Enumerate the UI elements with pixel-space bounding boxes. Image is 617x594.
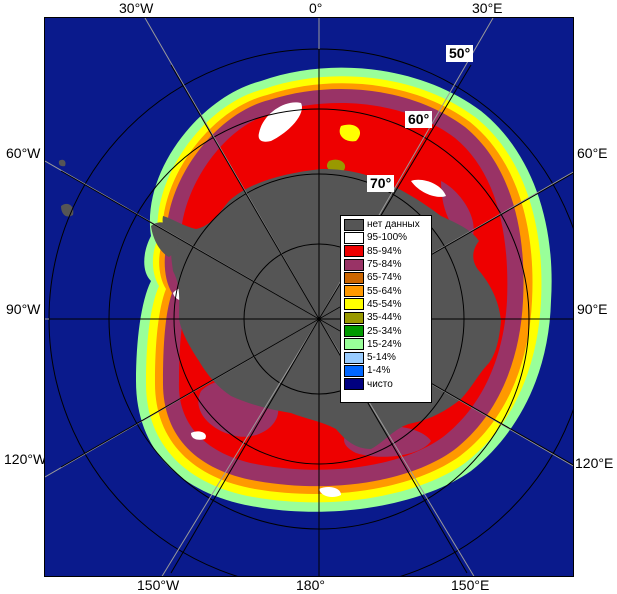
concentration-legend: нет данных 95-100% 85-94% 75-84% 65-74% 55-64… [340, 215, 432, 403]
ice-patch-95-100 [258, 102, 302, 142]
legend-swatch [344, 218, 364, 231]
legend-swatch [344, 351, 364, 364]
legend-item: 15-24% [344, 338, 431, 351]
legend-label: 25-34% [367, 325, 402, 337]
lon-label-150w: 150°W [137, 577, 180, 593]
legend-label: 5-14% [367, 352, 396, 364]
lon-label-90w: 90°W [6, 301, 41, 317]
legend-item: 1-4% [344, 364, 431, 377]
lon-label-30w: 30°W [119, 0, 154, 16]
lon-label-30e: 30°E [472, 0, 503, 16]
ice-patch-75-84 [441, 181, 474, 241]
legend-swatch [344, 364, 364, 377]
legend-swatch [344, 258, 364, 271]
legend-label: нет данных [367, 219, 420, 231]
legend-swatch [344, 271, 364, 284]
ice-patch-95-100 [411, 179, 446, 197]
legend-swatch [344, 311, 364, 324]
antarctic-peninsula [151, 222, 180, 257]
legend-item: 55-64% [344, 284, 431, 298]
legend-swatch [344, 338, 364, 351]
legend-item: 65-74% [344, 271, 431, 284]
lon-label-0: 0° [309, 0, 323, 16]
lon-label-60w: 60°W [6, 145, 41, 161]
legend-label: 35-44% [367, 312, 402, 324]
sea-ice-map: 50° 60° 70° [44, 17, 574, 577]
polar-projection-map [45, 18, 573, 576]
legend-label: 15-24% [367, 338, 402, 350]
legend-item: 45-54% [344, 298, 431, 311]
land-fragment [58, 159, 66, 167]
lon-label-120e: 120°E [575, 455, 614, 471]
legend-swatch [344, 325, 364, 338]
lon-label-90e: 90°E [577, 301, 608, 317]
legend-label: 75-84% [367, 259, 402, 271]
ice-patch-95-100 [191, 431, 206, 440]
lat-label-50: 50° [446, 45, 474, 62]
legend-item: чисто [344, 378, 431, 391]
legend-item: нет данных [344, 218, 431, 231]
legend-item: 75-84% [344, 258, 431, 271]
lon-label-60e: 60°E [577, 145, 608, 161]
legend-label: 1-4% [367, 365, 391, 377]
legend-item: 85-94% [344, 245, 431, 258]
lon-label-150e: 150°E [451, 577, 490, 593]
legend-label: чисто [367, 378, 393, 390]
ice-patch-45-54 [339, 124, 361, 142]
lat-label-60: 60° [405, 111, 433, 128]
lat-label-70: 70° [367, 175, 395, 192]
ice-patch-95-100 [319, 487, 341, 497]
legend-swatch [344, 378, 364, 391]
legend-item: 95-100% [344, 231, 431, 244]
legend-label: 65-74% [367, 272, 402, 284]
legend-swatch [344, 298, 364, 311]
lon-label-120w: 120°W [4, 451, 47, 467]
legend-swatch [344, 285, 364, 298]
lon-label-180: 180° [296, 577, 325, 593]
legend-label: 95-100% [367, 232, 408, 244]
legend-label: 45-54% [367, 298, 402, 310]
legend-item: 25-34% [344, 324, 431, 338]
legend-swatch [344, 231, 364, 244]
legend-item: 35-44% [344, 311, 431, 324]
legend-label: 85-94% [367, 245, 402, 257]
legend-item: 5-14% [344, 351, 431, 364]
legend-label: 55-64% [367, 285, 402, 297]
legend-swatch [344, 245, 364, 258]
